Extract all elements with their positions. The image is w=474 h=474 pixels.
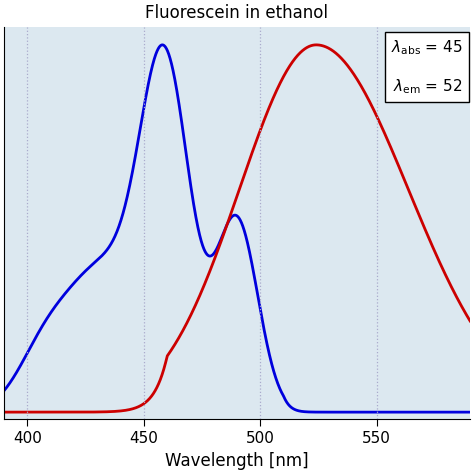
Text: $\lambda_{\mathregular{abs}}$ = 45

$\lambda_{\mathregular{em}}$ = 52: $\lambda_{\mathregular{abs}}$ = 45 $\lam… bbox=[392, 38, 463, 96]
X-axis label: Wavelength [nm]: Wavelength [nm] bbox=[165, 452, 309, 470]
Title: Fluorescein in ethanol: Fluorescein in ethanol bbox=[146, 4, 328, 22]
